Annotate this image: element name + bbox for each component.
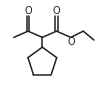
Text: O: O [53, 6, 60, 16]
Text: O: O [67, 37, 75, 47]
Text: O: O [24, 6, 32, 16]
